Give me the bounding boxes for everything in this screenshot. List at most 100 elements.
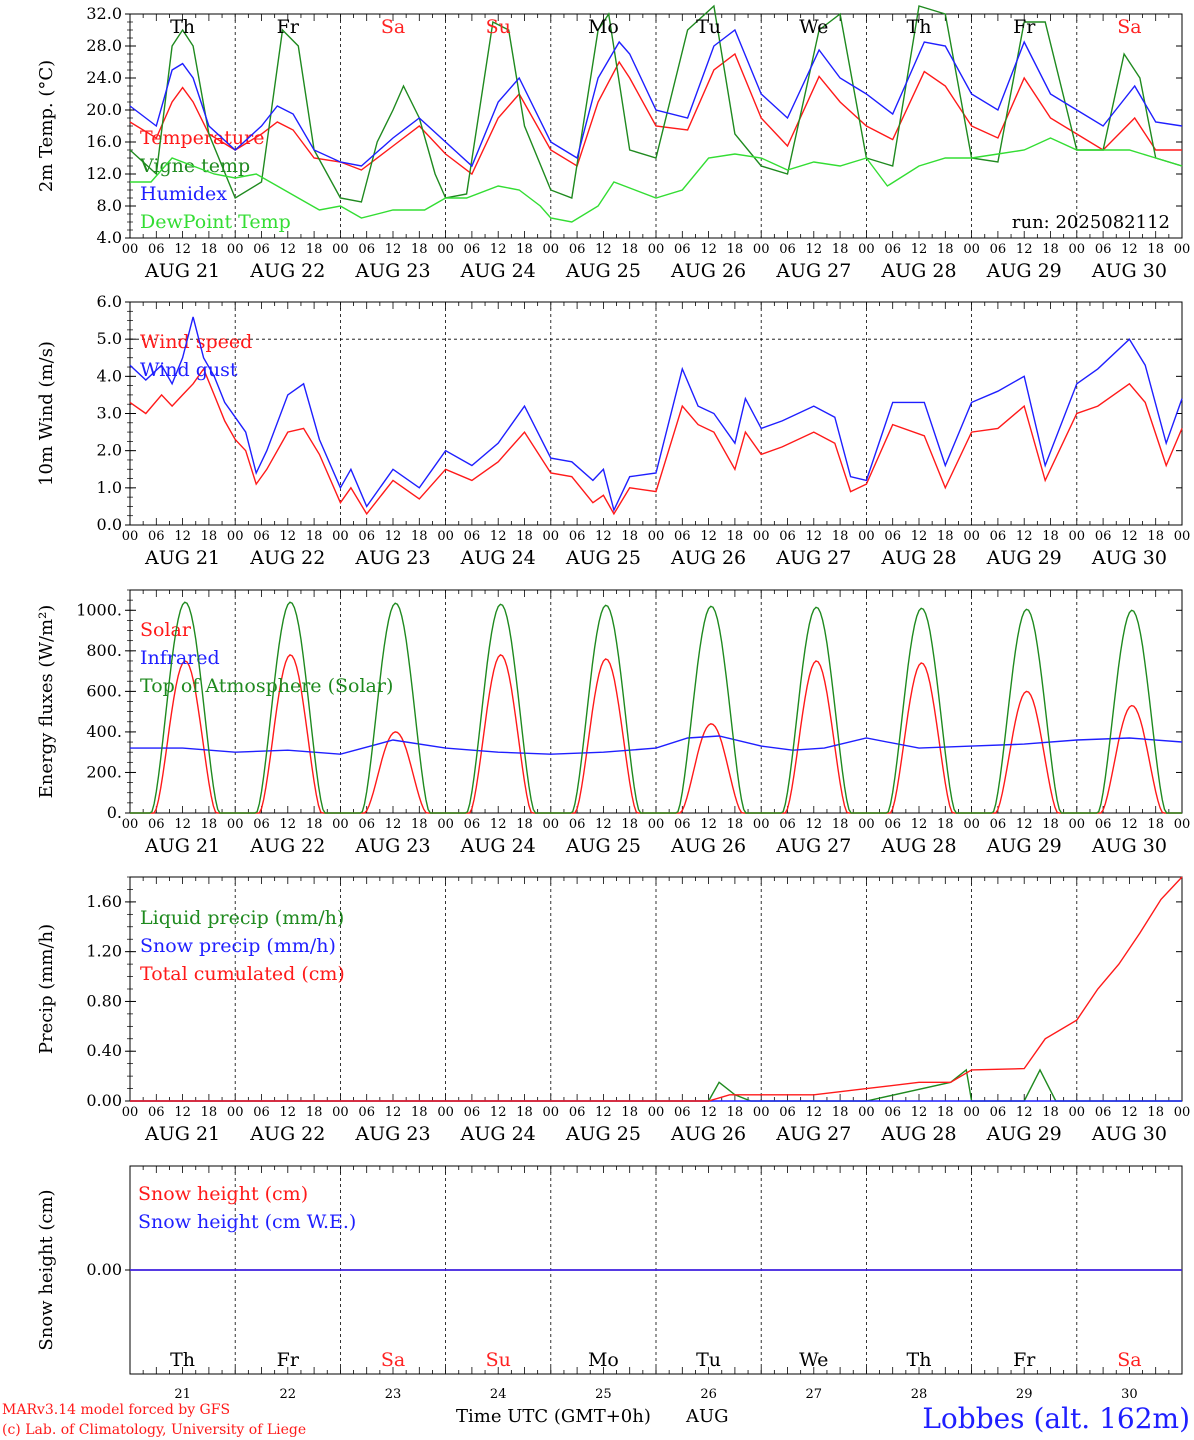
y-tick-label: 0.00 xyxy=(86,1260,122,1279)
hour-tick-label: 12 xyxy=(595,242,612,257)
hour-tick-label: 12 xyxy=(490,242,507,257)
hour-tick-label: 18 xyxy=(937,1105,954,1120)
hour-tick-label: 18 xyxy=(516,817,533,832)
hour-tick-label: 18 xyxy=(832,1105,849,1120)
hour-tick-label: 00 xyxy=(963,529,980,544)
hour-tick-label: 06 xyxy=(253,817,270,832)
series-line-temperature xyxy=(129,52,1182,176)
date-label: AUG 29 xyxy=(986,547,1062,569)
hour-tick-label: 06 xyxy=(253,242,270,257)
y-tick-label: 6.0 xyxy=(97,292,122,311)
hour-tick-label: 06 xyxy=(1095,242,1112,257)
day-name-label: Fr xyxy=(277,1349,300,1371)
hour-tick-label: 00 xyxy=(753,817,770,832)
legend-entry: Top of Atmosphere (Solar) xyxy=(140,675,393,697)
date-label: AUG 30 xyxy=(1091,547,1167,569)
legend-entry: Wind speed xyxy=(140,331,252,353)
hour-tick-label: 12 xyxy=(911,242,928,257)
y-tick-label: 5.0 xyxy=(97,329,122,348)
hour-tick-label: 12 xyxy=(806,1105,823,1120)
day-name-label: Fr xyxy=(1013,1349,1036,1371)
hour-tick-label: 06 xyxy=(990,242,1007,257)
y-tick-label: 2.0 xyxy=(97,441,122,460)
hour-tick-label: 12 xyxy=(280,529,297,544)
hour-tick-label: 12 xyxy=(280,1105,297,1120)
date-label: AUG 21 xyxy=(144,260,220,282)
hour-tick-label: 18 xyxy=(1147,529,1164,544)
hour-tick-label: 18 xyxy=(516,1105,533,1120)
hour-tick-label: 00 xyxy=(753,242,770,257)
hour-tick-label: 18 xyxy=(727,242,744,257)
legend-entry: Snow height (cm) xyxy=(138,1183,308,1205)
day-name-label: Sa xyxy=(1117,16,1141,38)
panel-precip: 0.00 0.40 0.80 1.20 1.60 Precip (mm/h) Liquid … xyxy=(36,876,1190,1145)
day-name-label: Th xyxy=(907,16,932,38)
hour-tick-label: 18 xyxy=(306,242,323,257)
date-label: AUG 29 xyxy=(986,835,1062,857)
date-label: AUG 30 xyxy=(1091,835,1167,857)
hour-tick-label: 00 xyxy=(437,1105,454,1120)
hour-tick-label: 06 xyxy=(674,529,691,544)
hour-tick-label: 18 xyxy=(832,242,849,257)
hour-tick-label: 12 xyxy=(595,1105,612,1120)
legend-entry: Wind gust xyxy=(140,359,238,381)
y-tick-label: 0.80 xyxy=(86,991,122,1010)
hour-tick-label: 00 xyxy=(753,1105,770,1120)
hour-tick-label: 18 xyxy=(621,1105,638,1120)
date-label: AUG 27 xyxy=(775,547,851,569)
hour-tick-label: 06 xyxy=(779,529,796,544)
date-label: AUG 26 xyxy=(670,1123,746,1145)
hour-tick-label: 12 xyxy=(174,817,191,832)
hour-tick-label: 18 xyxy=(411,242,428,257)
hour-tick-label: 06 xyxy=(569,242,586,257)
date-label: AUG 25 xyxy=(565,260,641,282)
date-label: AUG 25 xyxy=(565,547,641,569)
legend-entry: Infrared xyxy=(140,647,220,669)
date-label: AUG 27 xyxy=(775,835,851,857)
hour-tick-label: 00 xyxy=(122,529,139,544)
hour-tick-label: 00 xyxy=(543,242,560,257)
hour-tick-label: 18 xyxy=(1042,817,1059,832)
day-number-label: 28 xyxy=(911,1387,928,1402)
date-label: AUG 22 xyxy=(249,1123,325,1145)
hour-tick-label: 06 xyxy=(779,242,796,257)
day-name-label: Th xyxy=(170,1349,195,1371)
day-name-label: Th xyxy=(170,16,195,38)
hour-tick-label: 00 xyxy=(332,529,349,544)
hour-tick-label: 12 xyxy=(385,1105,402,1120)
date-label: AUG 30 xyxy=(1091,260,1167,282)
hour-tick-label: 00 xyxy=(332,1105,349,1120)
y-tick-label: 16.0 xyxy=(86,132,122,151)
hour-tick-label: 18 xyxy=(306,817,323,832)
series-line-top-of-atmosphere-solar- xyxy=(130,601,1182,814)
hour-tick-label: 12 xyxy=(595,817,612,832)
day-number-label: 27 xyxy=(806,1387,823,1402)
hour-tick-label: 18 xyxy=(727,529,744,544)
hour-tick-label: 12 xyxy=(806,529,823,544)
date-label: AUG 29 xyxy=(986,260,1062,282)
y-tick-label: 4.0 xyxy=(97,366,122,385)
hour-tick-label: 12 xyxy=(490,1105,507,1120)
hour-tick-label: 00 xyxy=(1069,817,1086,832)
hour-tick-label: 00 xyxy=(437,529,454,544)
day-name-label: Su xyxy=(486,1349,511,1371)
date-label: AUG 28 xyxy=(880,1123,956,1145)
hour-tick-label: 00 xyxy=(543,529,560,544)
hour-tick-label: 06 xyxy=(884,817,901,832)
x-axis-title: Time UTC (GMT+0h) xyxy=(456,1406,651,1427)
hour-tick-label: 00 xyxy=(1069,242,1086,257)
hour-tick-label: 18 xyxy=(937,529,954,544)
plot-frame xyxy=(129,589,1183,814)
hour-tick-label: 12 xyxy=(1016,1105,1033,1120)
hour-tick-label: 18 xyxy=(1042,242,1059,257)
hour-tick-label: 12 xyxy=(490,529,507,544)
day-name-label: Sa xyxy=(381,1349,405,1371)
hour-tick-label: 12 xyxy=(1016,242,1033,257)
hour-tick-label: 00 xyxy=(437,817,454,832)
date-label: AUG 21 xyxy=(144,547,220,569)
legend-entry: Solar xyxy=(140,619,192,641)
hour-tick-label: 12 xyxy=(1121,529,1138,544)
hour-tick-label: 00 xyxy=(648,1105,665,1120)
legend-entry: Temperature xyxy=(140,127,264,149)
